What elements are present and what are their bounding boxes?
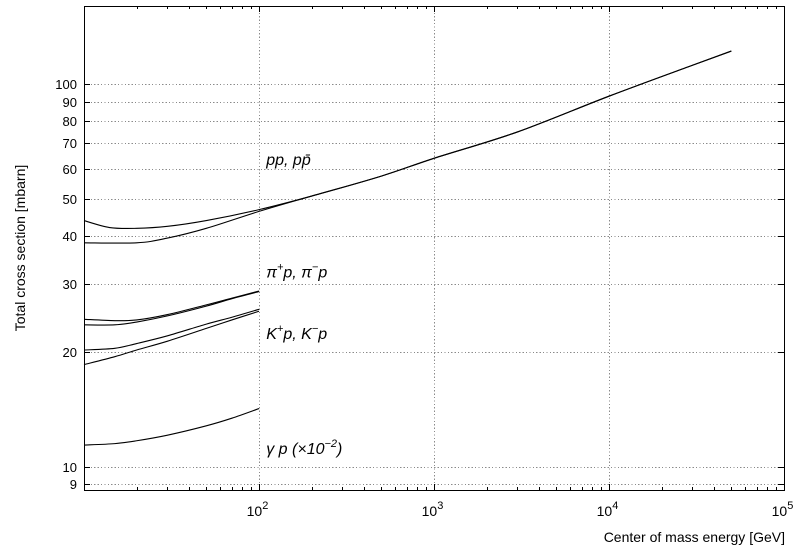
label-superscript: − — [312, 262, 319, 274]
label-text: ) — [335, 441, 342, 458]
label-superscript: −2 — [325, 438, 338, 450]
x-tick-label: 103 — [422, 500, 444, 519]
label-text: π — [266, 265, 277, 282]
x-tick-base: 10 — [597, 503, 613, 519]
label-superscript: − — [312, 323, 319, 335]
y-axis-label: Total cross section [mbarn] — [12, 165, 28, 332]
series-line — [83, 308, 260, 351]
y-tick-label: 9 — [70, 477, 77, 492]
series-label-gamma: γ p (×10−2) — [266, 438, 342, 458]
label-text: γ p (×10 — [266, 441, 324, 458]
y-tick-label: 20 — [63, 345, 77, 360]
series-label-pp: pp, pp̄ — [265, 152, 311, 169]
series-line — [83, 50, 732, 230]
series-label-k: K+p, K−p — [266, 323, 327, 343]
label-text: p, π — [282, 265, 312, 282]
y-tick-label: 90 — [63, 95, 77, 110]
x-tick-label: 105 — [772, 500, 794, 519]
grid-layer — [84, 6, 784, 490]
x-tick-label: 104 — [597, 500, 619, 519]
x-tick-exponent: 4 — [612, 500, 618, 512]
series-line — [83, 291, 260, 326]
x-tick-label: 102 — [247, 500, 269, 519]
curve-layer — [83, 50, 732, 446]
series-line — [83, 290, 260, 322]
y-tick-label: 60 — [63, 162, 77, 177]
label-text: K — [266, 326, 278, 343]
y-tick-label: 50 — [63, 192, 77, 207]
series-line — [83, 408, 260, 446]
label-superscript: + — [277, 323, 284, 335]
x-axis-label: Center of mass energy [GeV] — [604, 529, 785, 545]
y-tick-label: 80 — [63, 114, 77, 129]
annotation-layer: pp, pp̄π+p, π−pK+p, K−pγ p (×10−2) — [265, 152, 342, 458]
label-text: p — [317, 326, 327, 343]
y-tick-label: 10 — [63, 460, 77, 475]
series-label-pi: π+p, π−p — [266, 262, 327, 282]
label-text: p — [317, 265, 327, 282]
series-line — [83, 310, 260, 366]
series-line — [83, 50, 732, 244]
x-tick-base: 10 — [422, 503, 438, 519]
label-text: p, K — [282, 326, 313, 343]
y-tick-label: 100 — [55, 77, 77, 92]
x-tick-base: 10 — [247, 503, 263, 519]
x-tick-exponent: 3 — [437, 500, 443, 512]
y-tick-label: 70 — [63, 136, 77, 151]
y-tick-label: 40 — [63, 229, 77, 244]
x-tick-base: 10 — [772, 503, 788, 519]
y-tick-label: 30 — [63, 277, 77, 292]
x-tick-exponent: 5 — [787, 500, 793, 512]
label-superscript: + — [277, 262, 284, 274]
x-tick-exponent: 2 — [262, 500, 268, 512]
